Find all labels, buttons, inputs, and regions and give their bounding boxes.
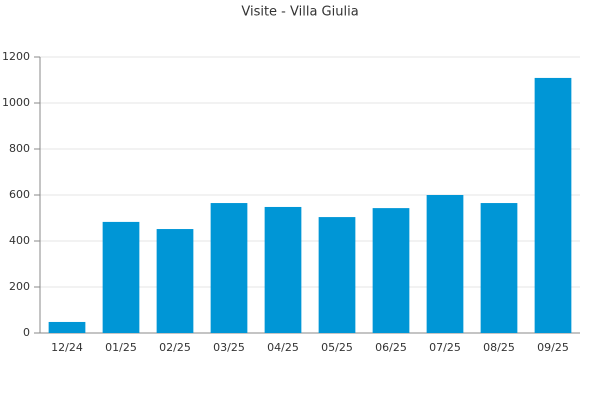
chart-title: Visite - Villa Giulia xyxy=(241,5,358,20)
bar xyxy=(426,195,464,333)
x-tick-label: 08/25 xyxy=(483,341,515,354)
bar xyxy=(48,321,86,333)
bar xyxy=(210,203,248,333)
x-tick-label: 01/25 xyxy=(105,341,137,354)
bar xyxy=(318,217,356,333)
x-tick-label: 12/24 xyxy=(51,341,83,354)
y-tick-label: 400 xyxy=(9,234,30,247)
x-tick-label: 05/25 xyxy=(321,341,353,354)
bar xyxy=(480,203,518,333)
x-tick-label: 09/25 xyxy=(537,341,569,354)
x-tick-label: 03/25 xyxy=(213,341,245,354)
y-tick-label: 600 xyxy=(9,188,30,201)
y-tick-label: 1000 xyxy=(2,96,30,109)
bar xyxy=(534,77,572,334)
y-tick-label: 200 xyxy=(9,280,30,293)
y-tick-label: 800 xyxy=(9,142,30,155)
bar xyxy=(264,206,302,333)
x-tick-label: 06/25 xyxy=(375,341,407,354)
x-tick-label: 07/25 xyxy=(429,341,461,354)
y-tick-label: 0 xyxy=(23,326,30,339)
y-tick-label: 1200 xyxy=(2,50,30,63)
bar xyxy=(102,221,140,333)
bar xyxy=(156,229,194,333)
x-tick-label: 02/25 xyxy=(159,341,191,354)
bar xyxy=(372,208,410,333)
x-tick-label: 04/25 xyxy=(267,341,299,354)
